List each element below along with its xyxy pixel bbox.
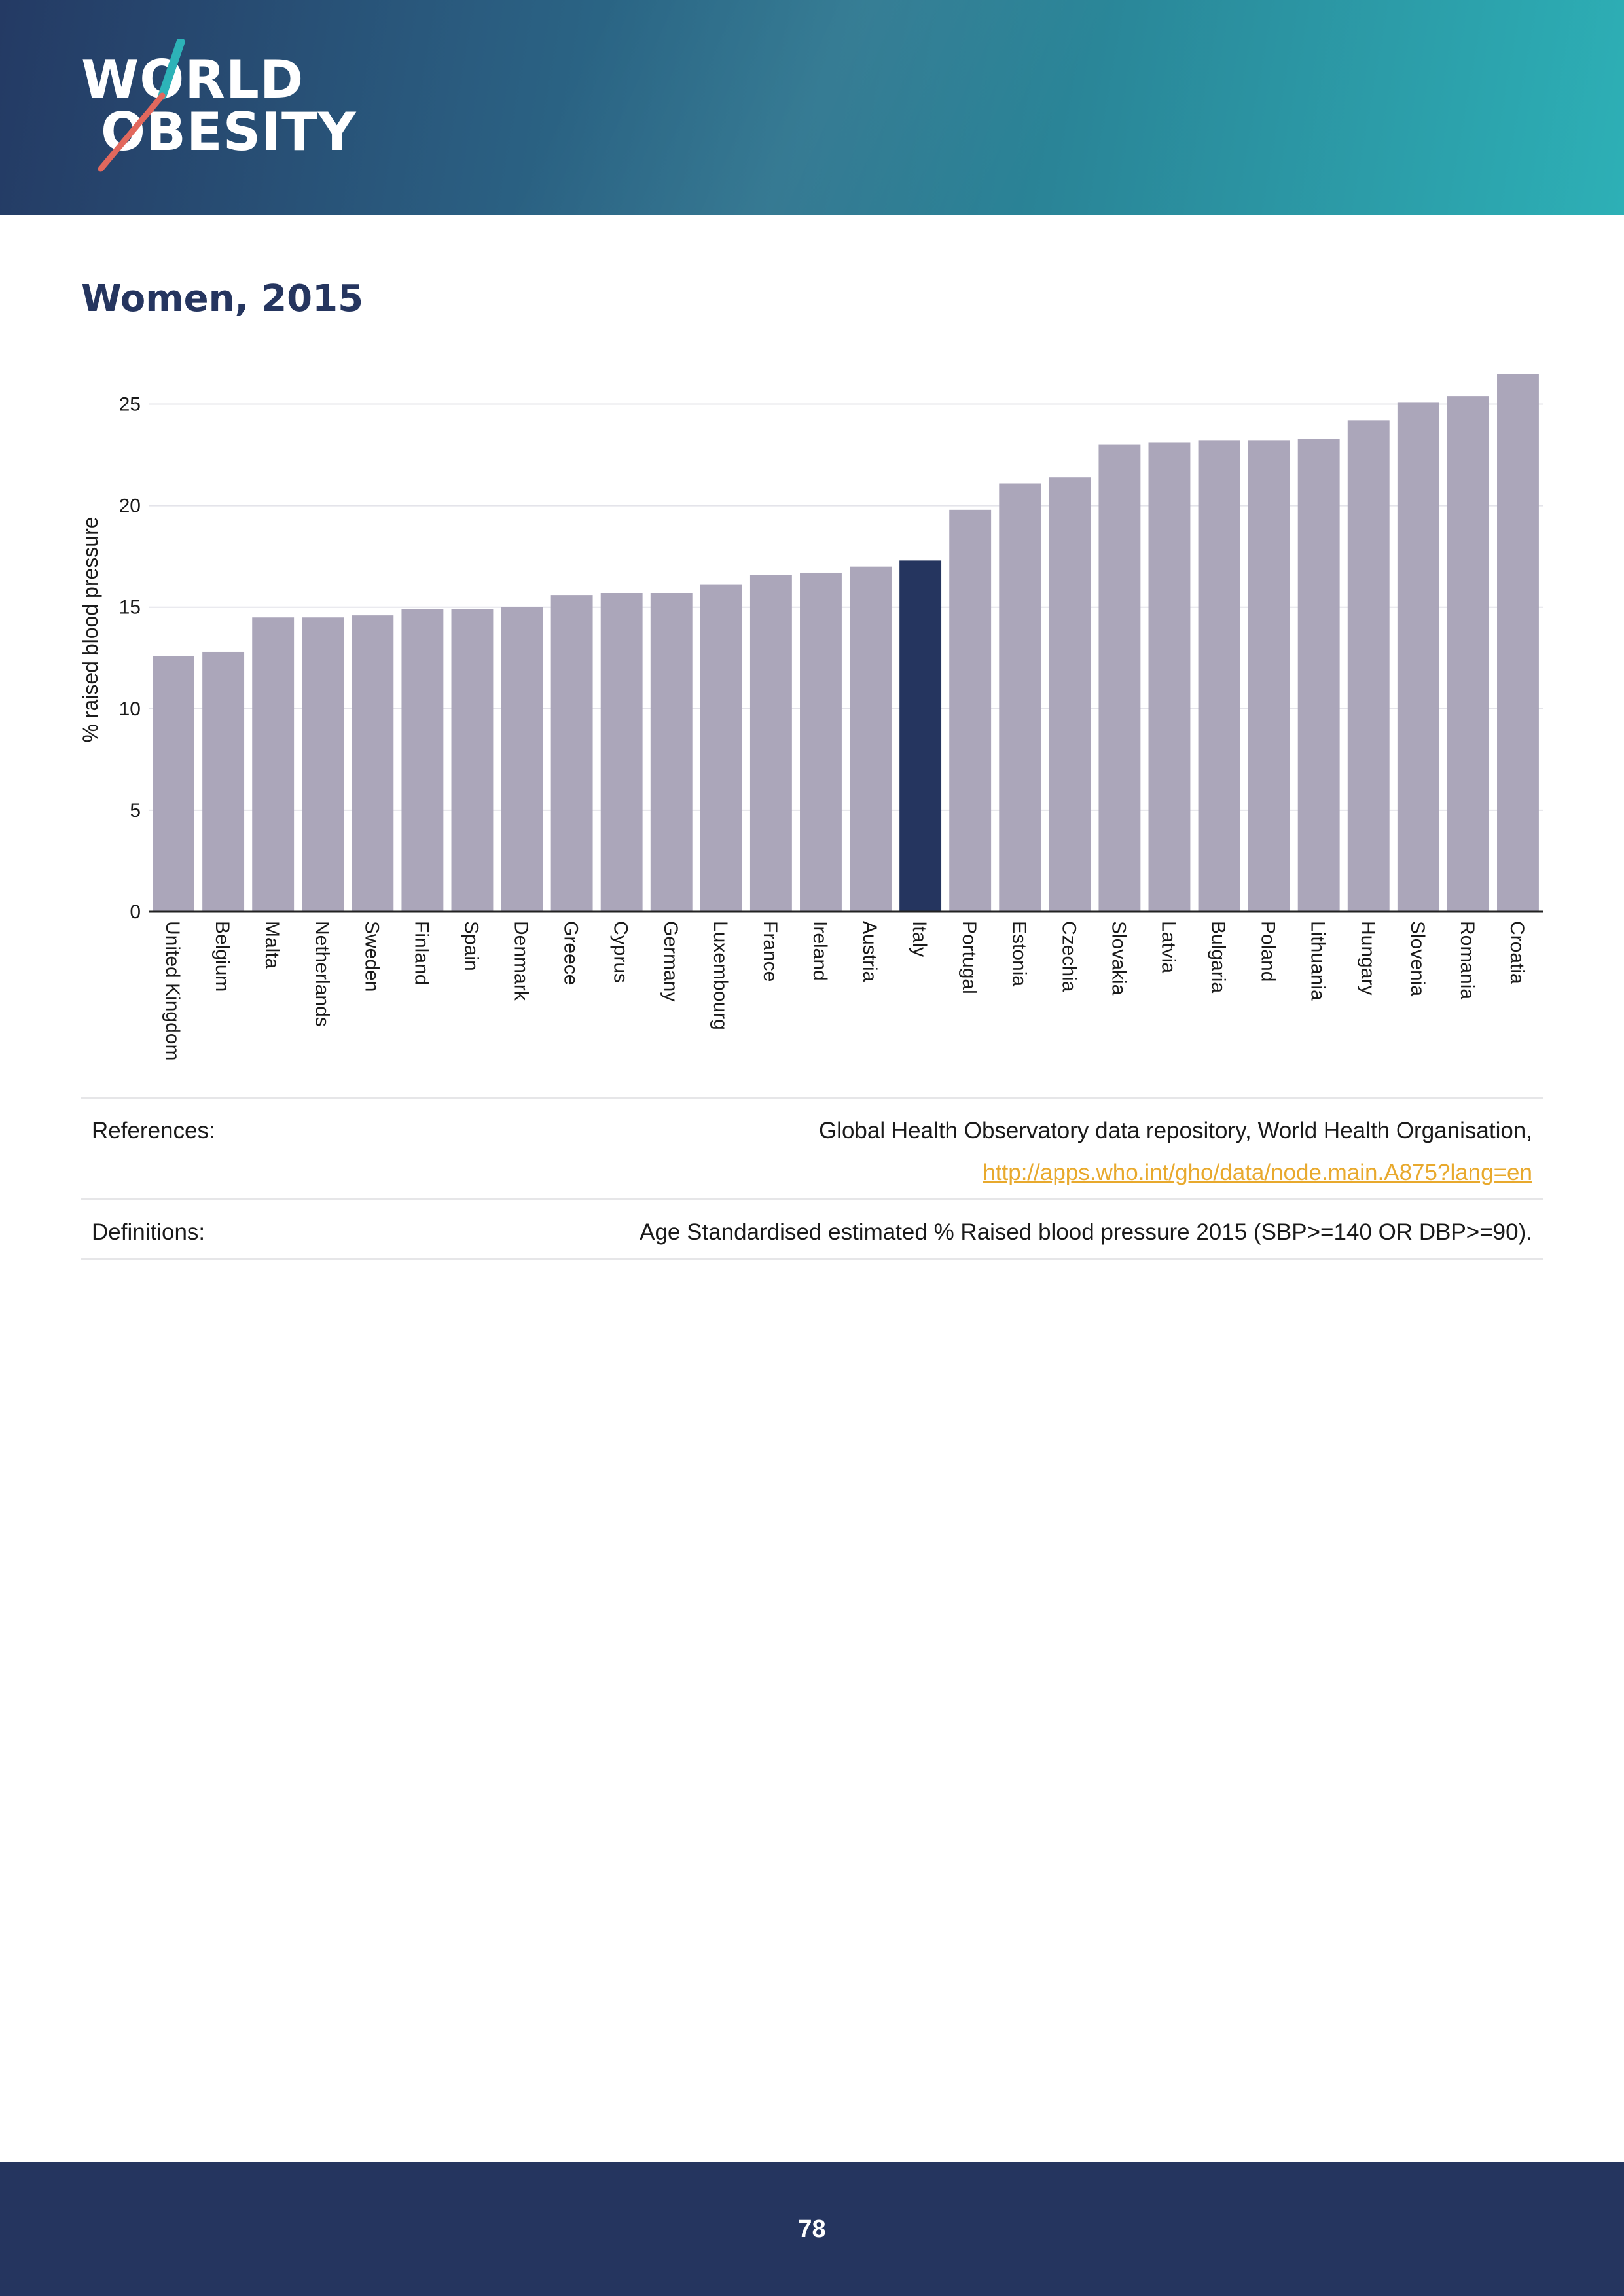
bar bbox=[800, 572, 842, 912]
table-divider-top bbox=[81, 1097, 1543, 1099]
x-tick-label: Italy bbox=[909, 921, 930, 957]
bar bbox=[451, 609, 494, 912]
x-tick-label: Cyprus bbox=[610, 921, 632, 983]
bar bbox=[999, 483, 1041, 912]
x-tick-label: Estonia bbox=[1008, 921, 1030, 986]
references-text: Global Health Observatory data repositor… bbox=[818, 1118, 1532, 1143]
x-tick-label: Bulgaria bbox=[1208, 921, 1229, 993]
bar bbox=[302, 617, 344, 912]
page-number: 78 bbox=[798, 2215, 826, 2243]
x-tick-label: Greece bbox=[560, 921, 582, 985]
bar bbox=[1397, 402, 1439, 912]
x-tick-label: Latvia bbox=[1157, 921, 1179, 973]
bar bbox=[600, 593, 643, 912]
bar bbox=[352, 615, 394, 912]
bar bbox=[550, 595, 593, 912]
references-label: References: bbox=[92, 1118, 215, 1143]
x-tick-label: Spain bbox=[460, 921, 482, 971]
table-divider-middle bbox=[81, 1198, 1543, 1200]
x-tick-label: Hungary bbox=[1357, 921, 1379, 995]
definitions-label: Definitions: bbox=[92, 1219, 206, 1245]
x-tick-label: Austria bbox=[859, 921, 880, 982]
bar bbox=[700, 584, 742, 912]
x-tick-label: Czechia bbox=[1058, 921, 1079, 992]
x-tick-label: Croatia bbox=[1506, 921, 1528, 984]
bar bbox=[650, 593, 693, 912]
bar bbox=[1497, 374, 1539, 912]
x-tick-label: United Kingdom bbox=[162, 921, 183, 1060]
x-tick-label: Luxembourg bbox=[710, 921, 731, 1030]
page-header: WORLD OBESITY bbox=[0, 0, 1624, 215]
y-tick-label: 10 bbox=[119, 698, 141, 720]
x-tick-label: Slovenia bbox=[1407, 921, 1428, 996]
y-tick-label: 20 bbox=[119, 495, 141, 517]
bar bbox=[949, 509, 992, 912]
bar bbox=[1347, 420, 1390, 912]
bar bbox=[501, 607, 543, 912]
bar bbox=[401, 609, 444, 912]
y-tick-label: 15 bbox=[119, 597, 141, 619]
x-tick-label: Malta bbox=[261, 921, 283, 969]
x-tick-label: Netherlands bbox=[311, 921, 333, 1027]
y-tick-label: 0 bbox=[130, 901, 141, 923]
bar bbox=[1297, 439, 1340, 912]
bar bbox=[1049, 477, 1091, 912]
x-tick-label: Sweden bbox=[361, 921, 382, 992]
references-link[interactable]: http://apps.who.int/gho/data/node.main.A… bbox=[983, 1160, 1532, 1185]
page-title: Women, 2015 bbox=[81, 278, 364, 320]
y-tick-label: 5 bbox=[130, 800, 141, 821]
bar bbox=[850, 566, 892, 912]
logo-slash-icon bbox=[98, 39, 185, 172]
x-tick-label: Belgium bbox=[211, 921, 233, 992]
x-tick-label: Lithuania bbox=[1307, 921, 1329, 1001]
logo-word-world: WORLD bbox=[81, 49, 304, 110]
x-tick-label: Slovakia bbox=[1108, 921, 1129, 996]
bar bbox=[899, 560, 942, 912]
y-axis-label: % raised blood pressure bbox=[79, 516, 102, 743]
bar bbox=[1198, 440, 1240, 912]
definitions-text: Age Standardised estimated % Raised bloo… bbox=[640, 1219, 1532, 1245]
bar bbox=[153, 656, 194, 912]
x-tick-label: France bbox=[759, 921, 781, 982]
bar bbox=[1447, 396, 1489, 912]
bar-chart: 0 5 10 15 20 25 United Kingdom Belgium Malta Neth… bbox=[119, 374, 1543, 1060]
x-tick-label: Portugal bbox=[958, 921, 980, 994]
bar bbox=[749, 575, 792, 912]
bar bbox=[252, 617, 295, 912]
world-obesity-logo: WORLD OBESITY bbox=[81, 39, 356, 177]
y-tick-label: 25 bbox=[119, 394, 141, 416]
bar bbox=[202, 651, 245, 912]
bar bbox=[1148, 442, 1191, 912]
x-tick-label: Finland bbox=[410, 921, 432, 985]
x-tick-label: Poland bbox=[1257, 921, 1279, 982]
table-divider-bottom bbox=[81, 1258, 1543, 1260]
header-sheen bbox=[0, 0, 1624, 215]
x-tick-label: Denmark bbox=[511, 921, 532, 1001]
page-footer: 78 bbox=[0, 2162, 1624, 2296]
x-tick-label: Romania bbox=[1456, 921, 1478, 999]
bar bbox=[1098, 444, 1141, 912]
x-tick-label: Ireland bbox=[809, 921, 831, 981]
x-tick-label: Germany bbox=[660, 921, 681, 1001]
bar bbox=[1248, 440, 1290, 912]
